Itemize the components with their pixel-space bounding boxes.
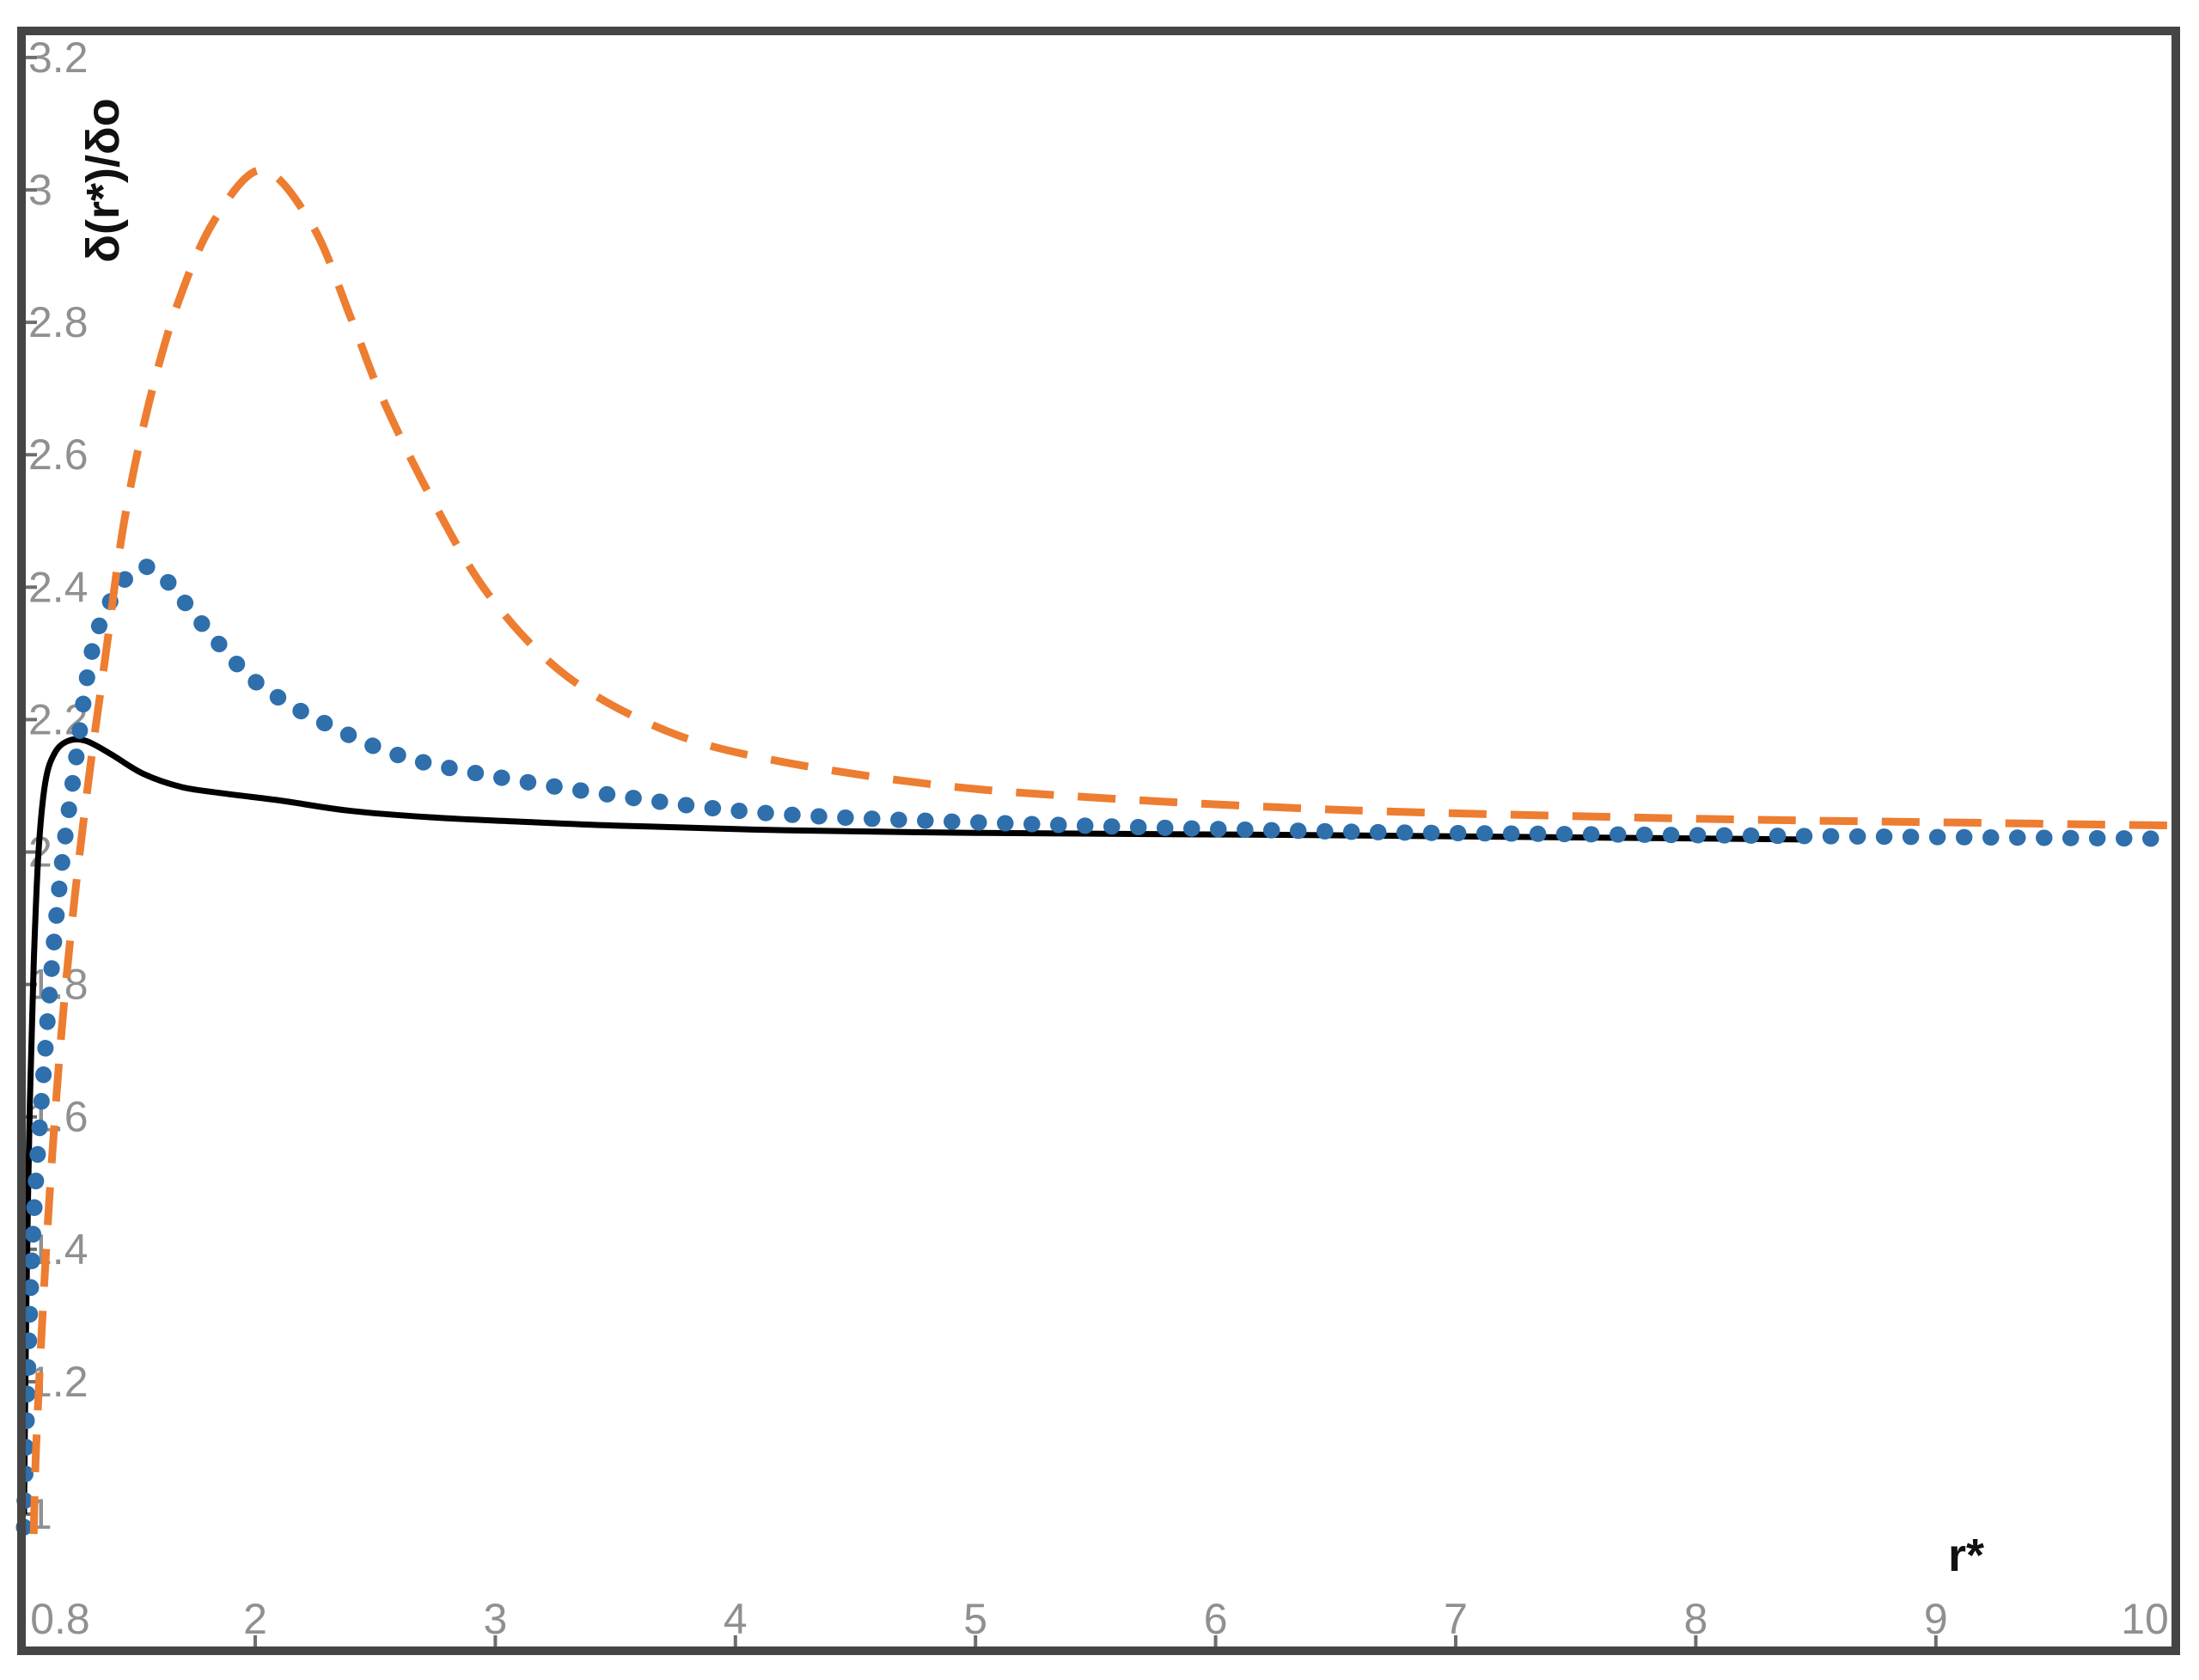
x-tick-label: 2 [243, 1595, 267, 1643]
x-tick-label: 5 [963, 1595, 987, 1643]
y-tick-label: 3.2 [28, 34, 89, 82]
x-tick-label: 0.8 [30, 1595, 90, 1643]
x-tick-label: 3 [483, 1595, 507, 1643]
y-axis-title: δ(r*)/δo [77, 98, 129, 262]
x-tick-label: 7 [1444, 1595, 1468, 1643]
x-tick-label: 8 [1683, 1595, 1707, 1643]
y-tick-label: 2.8 [28, 298, 89, 346]
x-tick-label: 4 [724, 1595, 748, 1643]
x-tick-label: 10 [2121, 1595, 2169, 1643]
x-axis-title: r* [1948, 1530, 1984, 1581]
axis-tick-labels: 0.8 2 3 4 5 6 7 8 9 1011.21.41.61.822.22.42.62.83… [28, 34, 2169, 1643]
series-line-orange-dashed [29, 166, 2177, 1535]
series-lines [15, 166, 2184, 1536]
x-tick-label: 6 [1204, 1595, 1228, 1643]
plot-frame [17, 27, 2180, 1655]
y-tick-label: 2.4 [28, 563, 89, 611]
y-tick-label: 3 [28, 166, 52, 214]
axis-tick-marks [22, 55, 2178, 1646]
x-tick-label: 9 [1924, 1595, 1948, 1643]
series-line-blue-dotted [15, 558, 2184, 1536]
y-tick-label: 2.6 [28, 431, 89, 479]
series-line-black-solid [21, 736, 1805, 1515]
